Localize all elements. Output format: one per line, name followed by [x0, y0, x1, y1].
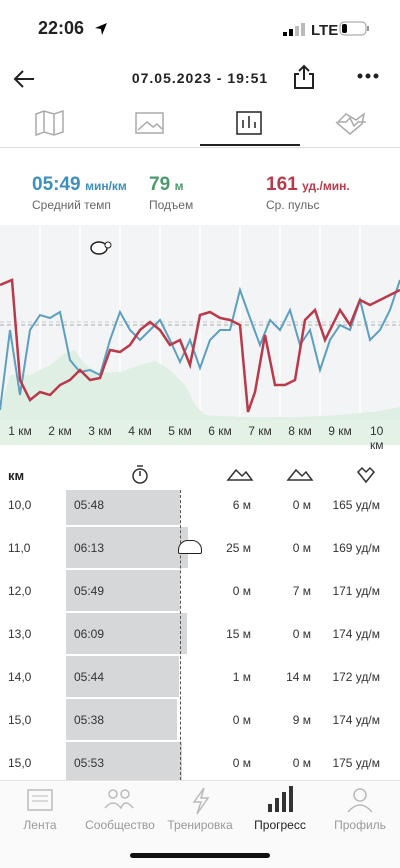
- stat-value: 05:49: [32, 174, 81, 195]
- status-time: 22:06: [38, 18, 85, 38]
- x-tick-label: 7 км: [248, 424, 272, 438]
- x-tick-label: 6 км: [208, 424, 232, 438]
- descent-cell: 0 м: [292, 541, 311, 555]
- stat-hr: 161 уд./мин.: [266, 174, 350, 196]
- pace-bar: [66, 613, 187, 654]
- stat-elevation: 79 м: [149, 174, 183, 196]
- chart: [0, 225, 400, 445]
- pace-cell: 05:49: [74, 584, 105, 598]
- tab-health[interactable]: [335, 112, 366, 135]
- tab-indicator: [200, 144, 300, 146]
- descent-cell: 0 м: [292, 756, 311, 770]
- pace-bar: [66, 742, 182, 780]
- stat-label: Ср. пульс: [266, 198, 320, 212]
- pace-bar: [66, 527, 188, 568]
- ascent-cell: 0 м: [232, 713, 251, 727]
- table-header-icons: [132, 465, 376, 484]
- home-indicator: [130, 853, 270, 858]
- x-tick-label: 10 км: [370, 424, 384, 452]
- average-line: [180, 490, 181, 780]
- km-cell: 13,0: [8, 627, 32, 641]
- stat-label: Подъем: [149, 198, 194, 212]
- battery-icon: [339, 21, 369, 36]
- x-tick-label: 8 км: [288, 424, 312, 438]
- share-button[interactable]: [292, 64, 316, 90]
- nav-item[interactable]: Лента: [23, 818, 57, 832]
- tab-charts[interactable]: [236, 111, 262, 135]
- pace-cell: 05:38: [74, 713, 105, 727]
- slow-marker: [178, 540, 202, 554]
- ascent-cell: 0 м: [232, 584, 251, 598]
- descent-cell: 7 м: [292, 584, 311, 598]
- hr-cell: 165 уд/м: [332, 498, 380, 512]
- nav-item[interactable]: Прогресс: [254, 818, 306, 832]
- nav-item[interactable]: Сообщество: [85, 818, 155, 832]
- x-tick-label: 3 км: [88, 424, 112, 438]
- stat-value: 161: [266, 174, 298, 195]
- ascent-cell: 15 м: [226, 627, 251, 641]
- turtle-marker: [90, 241, 112, 255]
- nav-item[interactable]: Профиль: [334, 818, 386, 832]
- km-cell: 14,0: [8, 670, 32, 684]
- stat-unit: мин/км: [85, 179, 127, 193]
- x-tick-label: 2 км: [48, 424, 72, 438]
- hr-cell: 172 уд/м: [332, 670, 380, 684]
- ascent-cell: 6 м: [232, 498, 251, 512]
- hr-cell: 174 уд/м: [332, 627, 380, 641]
- more-button[interactable]: [356, 72, 380, 80]
- hr-cell: 169 уд/м: [332, 541, 380, 555]
- km-cell: 15,0: [8, 756, 32, 770]
- divider: [0, 147, 400, 148]
- ascent-cell: 0 м: [232, 756, 251, 770]
- stat-pace: 05:49 мин/км: [32, 174, 127, 196]
- ascent-cell: 25 м: [226, 541, 251, 555]
- table-body: 10,0 05:48 6 м 0 м 165 уд/м 11,0 06:13 25 м 0 м 1…: [0, 490, 400, 780]
- x-tick-label: 5 км: [168, 424, 192, 438]
- back-button[interactable]: [12, 67, 36, 91]
- descent-cell: 0 м: [292, 498, 311, 512]
- stat-unit: уд./мин.: [302, 179, 350, 193]
- km-cell: 15,0: [8, 713, 32, 727]
- km-cell: 11,0: [8, 541, 31, 555]
- tab-bar: [0, 109, 400, 148]
- hr-cell: 175 уд/м: [332, 756, 380, 770]
- location-icon: [95, 23, 107, 35]
- km-cell: 10,0: [8, 498, 32, 512]
- signal-icon: [283, 23, 305, 36]
- pace-cell: 05:53: [74, 756, 105, 770]
- descent-cell: 9 м: [292, 713, 311, 727]
- stat-value: 79: [149, 174, 171, 195]
- pace-bar: [66, 570, 181, 611]
- descent-cell: 0 м: [292, 627, 311, 641]
- hr-cell: 174 уд/м: [332, 713, 380, 727]
- header-title: 07.05.2023 - 19:51: [131, 70, 269, 86]
- pace-bar: [66, 656, 179, 697]
- stat-label: Средний темп: [32, 198, 111, 212]
- pace-cell: 06:13: [74, 541, 105, 555]
- pace-cell: 05:48: [74, 498, 105, 512]
- ascent-cell: 1 м: [232, 670, 251, 684]
- x-tick-label: 4 км: [128, 424, 152, 438]
- descent-cell: 14 м: [286, 670, 311, 684]
- nav-item[interactable]: Тренировка: [167, 818, 233, 832]
- network-label: LTE: [311, 22, 339, 39]
- x-tick-label: 1 км: [8, 424, 32, 438]
- stat-unit: м: [174, 179, 184, 193]
- pace-cell: 06:09: [74, 627, 105, 641]
- x-tick-label: 9 км: [328, 424, 352, 438]
- pace-bar: [66, 490, 180, 525]
- table-header: км: [8, 468, 25, 483]
- pace-cell: 05:44: [74, 670, 105, 684]
- nav-icons: [27, 786, 373, 815]
- hr-cell: 171 уд/м: [332, 584, 380, 598]
- pace-bar: [66, 699, 177, 740]
- tab-photos[interactable]: [135, 112, 164, 134]
- tab-map[interactable]: [35, 109, 64, 137]
- km-cell: 12,0: [8, 584, 32, 598]
